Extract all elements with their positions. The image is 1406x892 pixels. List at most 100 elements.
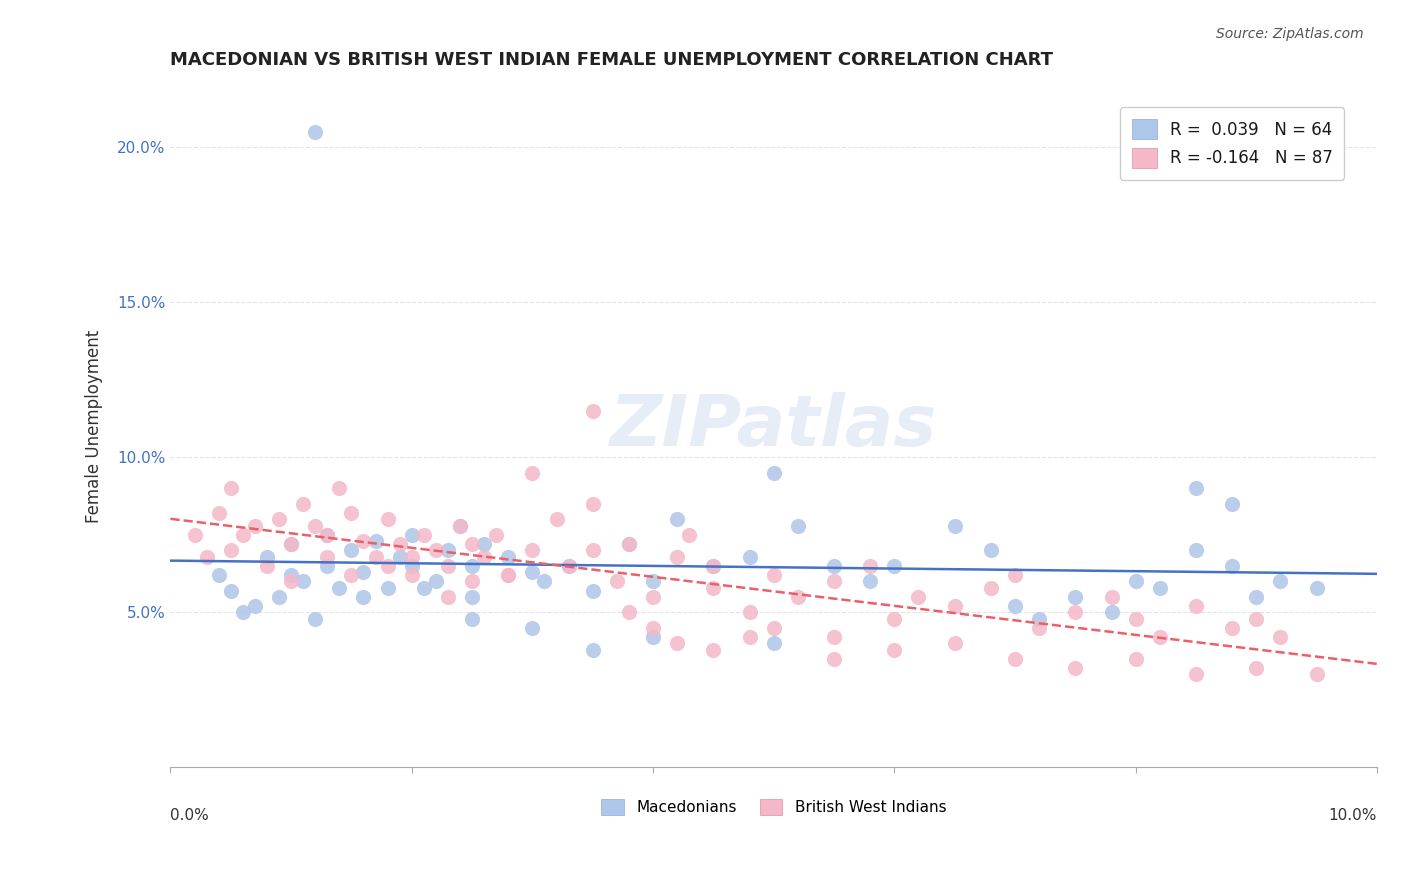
Point xyxy=(1185,481,1208,495)
Point xyxy=(195,549,218,564)
Point xyxy=(353,590,375,604)
Point xyxy=(702,558,724,573)
Point xyxy=(617,537,640,551)
Point xyxy=(1125,574,1147,589)
Point xyxy=(461,590,484,604)
Point xyxy=(328,481,350,495)
Point xyxy=(377,558,399,573)
Point xyxy=(437,543,460,558)
Point xyxy=(219,583,242,598)
Point xyxy=(219,543,242,558)
Point xyxy=(582,404,605,418)
Point xyxy=(1185,599,1208,614)
Point xyxy=(666,549,689,564)
Point xyxy=(522,543,544,558)
Point xyxy=(1149,630,1171,644)
Y-axis label: Female Unemployment: Female Unemployment xyxy=(86,330,103,523)
Point xyxy=(762,568,785,582)
Point xyxy=(496,549,519,564)
Point xyxy=(1028,621,1050,635)
Point xyxy=(1064,661,1087,675)
Point xyxy=(702,581,724,595)
Point xyxy=(943,518,966,533)
Point xyxy=(461,574,484,589)
Point xyxy=(617,605,640,619)
Point xyxy=(1220,558,1243,573)
Point xyxy=(437,590,460,604)
Point xyxy=(353,534,375,549)
Point xyxy=(1064,605,1087,619)
Point xyxy=(1185,543,1208,558)
Point xyxy=(377,512,399,526)
Point xyxy=(786,518,808,533)
Point xyxy=(232,528,254,542)
Point xyxy=(353,565,375,579)
Point xyxy=(267,512,290,526)
Point xyxy=(943,636,966,650)
Point xyxy=(1004,652,1026,666)
Point xyxy=(461,611,484,625)
Point xyxy=(823,574,845,589)
Point xyxy=(980,543,1002,558)
Point xyxy=(472,549,495,564)
Point xyxy=(1149,581,1171,595)
Point xyxy=(883,642,905,657)
Point xyxy=(1185,667,1208,681)
Point xyxy=(738,630,761,644)
Point xyxy=(1101,590,1123,604)
Point xyxy=(316,549,339,564)
Point xyxy=(907,590,929,604)
Point xyxy=(762,636,785,650)
Text: ZIPatlas: ZIPatlas xyxy=(610,392,938,461)
Point xyxy=(762,466,785,480)
Point xyxy=(401,558,423,573)
Point xyxy=(388,537,411,551)
Point xyxy=(304,518,326,533)
Point xyxy=(1028,611,1050,625)
Point xyxy=(243,599,266,614)
Point xyxy=(582,583,605,598)
Point xyxy=(522,621,544,635)
Point xyxy=(496,568,519,582)
Point xyxy=(292,574,315,589)
Point xyxy=(702,558,724,573)
Point xyxy=(1305,581,1327,595)
Point xyxy=(823,652,845,666)
Point xyxy=(267,590,290,604)
Point xyxy=(256,549,278,564)
Point xyxy=(449,518,471,533)
Point xyxy=(208,568,231,582)
Point xyxy=(461,558,484,573)
Point xyxy=(256,558,278,573)
Point xyxy=(388,549,411,564)
Point xyxy=(280,537,302,551)
Point xyxy=(641,590,664,604)
Point xyxy=(340,506,363,520)
Point xyxy=(883,611,905,625)
Point xyxy=(340,543,363,558)
Point xyxy=(243,518,266,533)
Point xyxy=(1220,497,1243,511)
Point xyxy=(786,590,808,604)
Point xyxy=(1125,652,1147,666)
Point xyxy=(1270,574,1292,589)
Point xyxy=(582,642,605,657)
Point xyxy=(823,558,845,573)
Point xyxy=(533,574,555,589)
Point xyxy=(641,574,664,589)
Point xyxy=(472,537,495,551)
Point xyxy=(546,512,568,526)
Point xyxy=(1125,611,1147,625)
Point xyxy=(641,621,664,635)
Text: MACEDONIAN VS BRITISH WEST INDIAN FEMALE UNEMPLOYMENT CORRELATION CHART: MACEDONIAN VS BRITISH WEST INDIAN FEMALE… xyxy=(170,51,1053,69)
Point xyxy=(316,528,339,542)
Point xyxy=(377,581,399,595)
Point xyxy=(1246,590,1268,604)
Point xyxy=(883,558,905,573)
Point xyxy=(762,621,785,635)
Point xyxy=(219,481,242,495)
Point xyxy=(1246,661,1268,675)
Point xyxy=(738,549,761,564)
Point xyxy=(582,497,605,511)
Point xyxy=(401,568,423,582)
